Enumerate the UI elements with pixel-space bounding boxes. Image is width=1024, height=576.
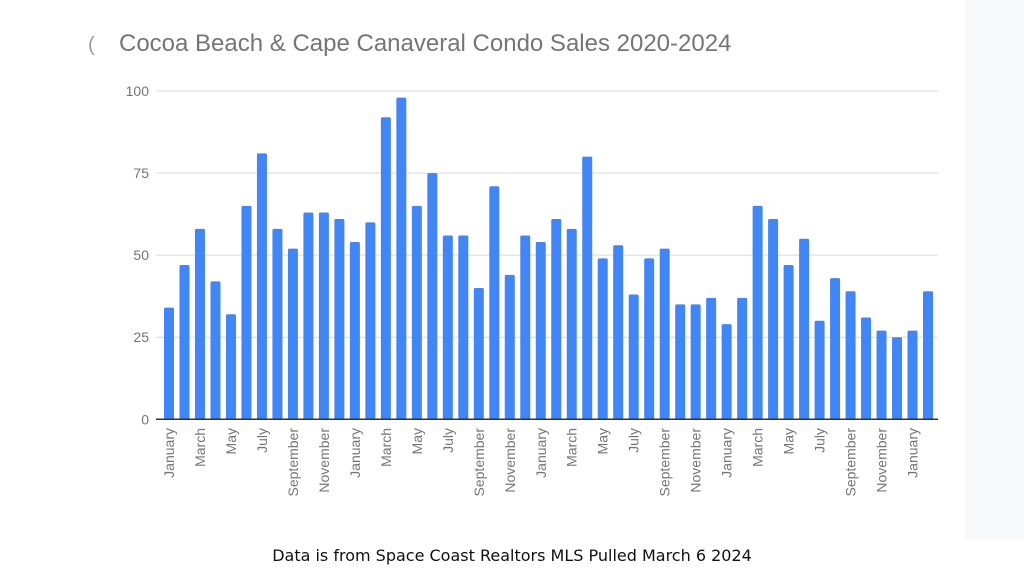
- bar: [318, 212, 329, 420]
- bar: [628, 294, 639, 420]
- bar: [458, 235, 469, 420]
- x-tick-label: July: [254, 428, 270, 453]
- bar: [861, 317, 872, 420]
- bar: [473, 287, 484, 420]
- x-tick-label: May: [595, 428, 611, 454]
- x-tick-label: March: [378, 428, 394, 467]
- bar: [411, 205, 422, 420]
- bar: [365, 222, 376, 420]
- bar: [768, 219, 779, 420]
- bar: [876, 330, 887, 420]
- bar: [349, 242, 360, 420]
- x-tick-label: September: [843, 428, 859, 497]
- x-tick-label: November: [316, 428, 332, 493]
- side-panel: [965, 0, 1024, 540]
- bar: [830, 278, 841, 420]
- chart-title: Cocoa Beach & Cape Canaveral Condo Sales…: [119, 30, 732, 57]
- bar: [783, 264, 794, 420]
- bar-chart: 0 25 50 75 100 January March May July September No…: [126, 83, 938, 497]
- x-tick-label: September: [657, 428, 673, 497]
- bar: [737, 297, 748, 420]
- bar: [194, 228, 205, 420]
- x-tick-label: January: [905, 428, 921, 478]
- bar: [164, 307, 174, 420]
- bar: [721, 324, 732, 420]
- bar: [380, 117, 391, 420]
- y-tick-label: 50: [133, 247, 149, 263]
- bar: [179, 264, 190, 420]
- x-tick-label: May: [409, 428, 425, 454]
- x-tick-label: September: [285, 428, 301, 497]
- bar: [597, 258, 608, 420]
- x-tick-label: January: [161, 428, 177, 478]
- bar: [923, 291, 934, 420]
- bar: [520, 235, 531, 420]
- x-tick-label: January: [719, 428, 735, 478]
- bar: [427, 173, 438, 420]
- y-tick-label: 75: [133, 165, 149, 181]
- x-tick-label: September: [471, 428, 487, 497]
- bar: [303, 212, 314, 420]
- x-tick-label: May: [781, 428, 797, 454]
- bar: [907, 330, 918, 420]
- bar: [814, 320, 825, 420]
- bar: [892, 337, 903, 420]
- x-tick-label: July: [812, 428, 828, 453]
- bar: [210, 281, 221, 420]
- bar: [334, 219, 345, 420]
- x-tick-label: July: [626, 428, 642, 453]
- bar: [659, 248, 670, 420]
- bar: [706, 297, 717, 420]
- x-tick-label: July: [440, 428, 456, 453]
- x-tick-label: March: [192, 428, 208, 467]
- bar: [582, 156, 593, 420]
- bar: [752, 205, 763, 420]
- bar: [287, 248, 298, 420]
- bar: [845, 291, 856, 420]
- x-tick-label: November: [688, 428, 704, 493]
- bar: [566, 228, 577, 420]
- bar: [535, 242, 546, 420]
- title-edge-mark: (: [88, 34, 95, 56]
- x-tick-label: November: [502, 428, 518, 493]
- footer-note: Data is from Space Coast Realtors MLS Pu…: [272, 546, 752, 565]
- x-tick-label: March: [750, 428, 766, 467]
- x-tick-label: May: [223, 428, 239, 454]
- bar: [489, 186, 500, 420]
- y-tick-label: 100: [126, 83, 150, 99]
- x-tick-label: March: [564, 428, 580, 467]
- bar: [442, 235, 453, 420]
- bar: [504, 274, 515, 420]
- y-tick-label: 0: [141, 411, 149, 427]
- bar: [799, 238, 810, 420]
- x-tick-label: January: [347, 428, 363, 478]
- bar: [644, 258, 655, 420]
- bar: [256, 153, 267, 420]
- bar: [396, 97, 407, 420]
- bar: [225, 314, 236, 420]
- bar: [690, 304, 701, 420]
- x-tick-label: November: [874, 428, 890, 493]
- bar: [551, 219, 562, 420]
- bar: [272, 228, 283, 420]
- x-tick-label: January: [533, 428, 549, 478]
- y-tick-label: 25: [133, 329, 149, 345]
- bar: [241, 205, 252, 420]
- bar: [675, 304, 686, 420]
- bar: [613, 245, 624, 420]
